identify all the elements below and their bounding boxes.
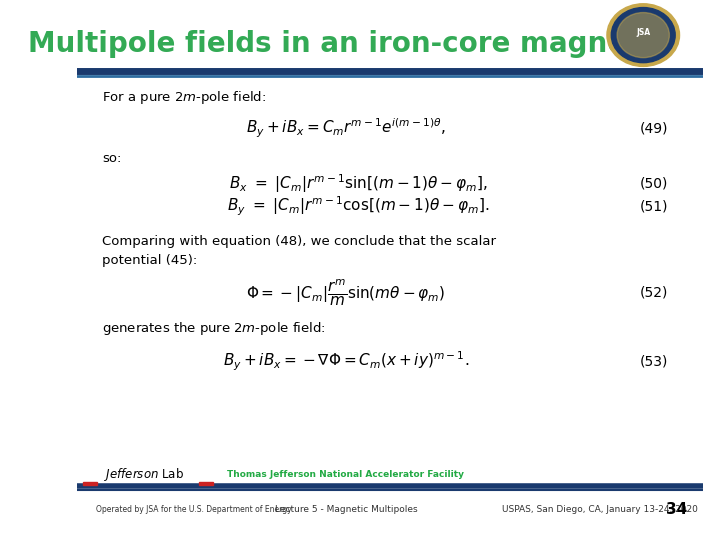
Text: Multipole fields in an iron-core magnet: Multipole fields in an iron-core magnet bbox=[28, 30, 639, 58]
Text: Thomas Jefferson National Accelerator Facility: Thomas Jefferson National Accelerator Fa… bbox=[228, 470, 464, 478]
Text: $B_y + iB_x = -\nabla\Phi = C_m(x+iy)^{m-1}.$: $B_y + iB_x = -\nabla\Phi = C_m(x+iy)^{m… bbox=[222, 350, 469, 374]
Text: so:: so: bbox=[102, 152, 121, 165]
Circle shape bbox=[607, 4, 680, 66]
Text: potential (45):: potential (45): bbox=[102, 254, 197, 267]
Text: 34: 34 bbox=[666, 502, 687, 517]
Circle shape bbox=[617, 12, 670, 58]
Text: $\mathit{Jefferson}$ Lab: $\mathit{Jefferson}$ Lab bbox=[104, 465, 184, 483]
Bar bbox=[199, 482, 212, 485]
Text: generates the pure $2m$-pole field:: generates the pure $2m$-pole field: bbox=[102, 320, 325, 337]
Text: (53): (53) bbox=[640, 355, 668, 369]
Text: (50): (50) bbox=[640, 177, 668, 191]
Text: $B_y \ = \ |C_m| r^{m-1} \cos[(m-1)\theta - \varphi_m].$: $B_y \ = \ |C_m| r^{m-1} \cos[(m-1)\thet… bbox=[228, 194, 490, 218]
Text: $\Phi = -|C_m| \dfrac{r^m}{m} \sin(m\theta - \varphi_m)$: $\Phi = -|C_m| \dfrac{r^m}{m} \sin(m\the… bbox=[246, 278, 446, 308]
Text: $B_x \ = \ |C_m| r^{m-1} \sin[(m-1)\theta - \varphi_m],$: $B_x \ = \ |C_m| r^{m-1} \sin[(m-1)\thet… bbox=[229, 172, 488, 195]
Text: $B_y + iB_x = C_m r^{m-1} e^{i(m-1)\theta},$: $B_y + iB_x = C_m r^{m-1} e^{i(m-1)\thet… bbox=[246, 117, 446, 140]
Text: (49): (49) bbox=[640, 122, 668, 136]
Text: Operated by JSA for the U.S. Department of Energy: Operated by JSA for the U.S. Department … bbox=[96, 505, 292, 514]
Text: USPAS, San Diego, CA, January 13-24, 2020: USPAS, San Diego, CA, January 13-24, 202… bbox=[503, 505, 698, 514]
Text: Lecture 5 - Magnetic Multipoles: Lecture 5 - Magnetic Multipoles bbox=[274, 505, 418, 514]
Text: Comparing with equation (48), we conclude that the scalar: Comparing with equation (48), we conclud… bbox=[102, 235, 496, 248]
Text: JSA: JSA bbox=[636, 28, 650, 37]
Text: (51): (51) bbox=[640, 199, 668, 213]
Text: (52): (52) bbox=[640, 286, 668, 300]
Text: For a pure $2m$-pole field:: For a pure $2m$-pole field: bbox=[102, 89, 266, 106]
Bar bbox=[84, 482, 97, 485]
Circle shape bbox=[611, 8, 675, 63]
